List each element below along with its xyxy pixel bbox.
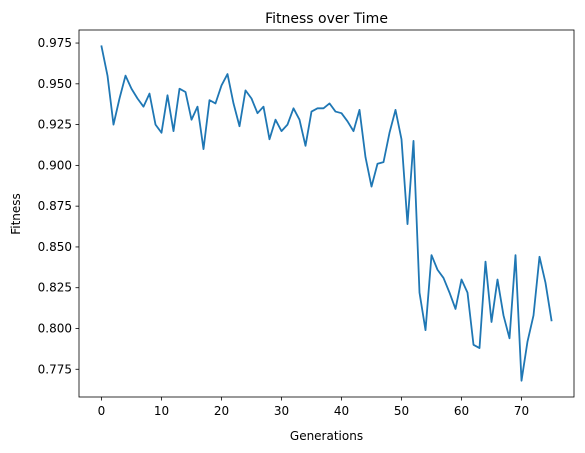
x-tick-label: 70 [514, 404, 529, 418]
x-tick-label: 10 [154, 404, 169, 418]
x-tick-label: 60 [454, 404, 469, 418]
x-tick-label: 20 [214, 404, 229, 418]
x-tick-label: 30 [274, 404, 289, 418]
series-line [100, 45, 553, 382]
x-tick-label: 50 [394, 404, 409, 418]
series-layer [100, 45, 553, 382]
y-axis-label: Fitness [9, 193, 23, 235]
x-tick-label: 0 [98, 404, 106, 418]
y-tick-label: 0.850 [38, 240, 72, 254]
y-tick-label: 0.825 [38, 281, 72, 295]
plot-frame [78, 29, 575, 398]
y-tick-label: 0.800 [38, 321, 72, 335]
y-tick-label: 0.775 [38, 362, 72, 376]
x-axis-label: Generations [290, 429, 363, 443]
y-tick-label: 0.975 [38, 36, 72, 50]
y-tick-label: 0.900 [38, 158, 72, 172]
x-tick-label: 40 [334, 404, 349, 418]
y-tick-label: 0.950 [38, 77, 72, 91]
x-axis-ticks: 0 10 20 30 40 50 60 70 [98, 397, 529, 418]
y-tick-label: 0.875 [38, 199, 72, 213]
chart-title: Fitness over Time [265, 11, 388, 27]
y-axis-ticks: 0.775 0.800 0.825 0.850 0.875 0.900 0.925 0.950… [38, 36, 79, 376]
y-tick-label: 0.925 [38, 118, 72, 132]
